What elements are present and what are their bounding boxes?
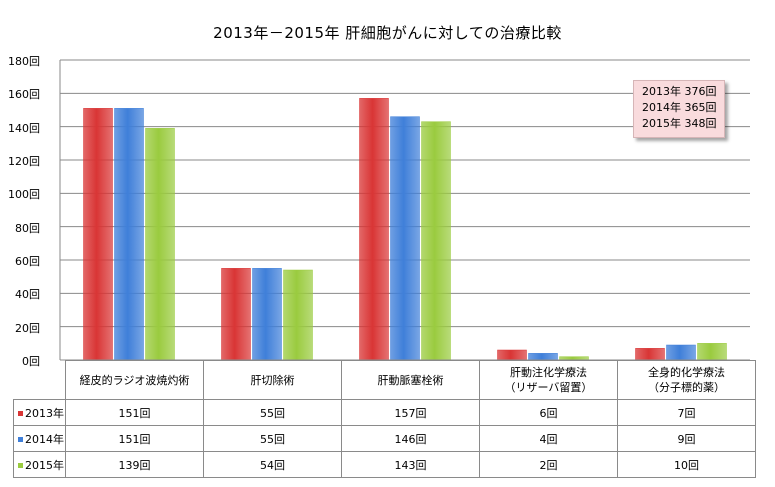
legend-label-2013: 2013年 [25, 406, 64, 420]
bar-2013年-1 [221, 268, 251, 361]
y-tick-label: 140回 [8, 121, 40, 135]
table-cell: 139回 [65, 451, 204, 478]
table-header-row: 経皮的ラジオ波焼灼術 肝切除術 肝動脈塞栓術 肝動注化学療法 （リザーバ留置） 全… [13, 360, 756, 400]
bar-2015年-1 [283, 269, 313, 361]
table-cell: 151回 [65, 399, 204, 426]
table-row: 2015年 139回 54回 143回 2回 10回 [13, 451, 756, 478]
annotation-2013: 2013年 376回 [642, 85, 717, 98]
table-row: 2013年 151回 55回 157回 6回 7回 [13, 399, 756, 426]
table-cell: 9回 [617, 425, 756, 452]
category-label: 肝切除術 [203, 360, 342, 400]
chart-title: 2013年－2015年 肝細胞がんに対しての治療比較 [213, 24, 562, 42]
bar-2014年-0 [114, 108, 144, 361]
bar-2014年-1 [252, 268, 282, 361]
legend-label-2015: 2015年 [25, 458, 64, 472]
y-tick-label: 180回 [8, 55, 40, 68]
table-cell: 2回 [479, 451, 618, 478]
table-cell: 146回 [341, 425, 480, 452]
bar-2013年-3 [497, 349, 527, 361]
y-tick-label: 100回 [8, 188, 40, 202]
table-cell: 6回 [479, 399, 618, 426]
table-cell: 7回 [617, 399, 756, 426]
category-label: 全身的化学療法 （分子標的薬） [617, 360, 756, 400]
table-cell: 54回 [203, 451, 342, 478]
y-tick-label: 60回 [15, 255, 40, 268]
annotation-2014: 2014年 365回 [642, 101, 717, 114]
bar-2014年-3 [528, 353, 558, 361]
bar-2014年-4 [666, 344, 696, 361]
category-label: 肝動脈塞栓術 [341, 360, 480, 400]
category-label: 肝動注化学療法 （リザーバ留置） [479, 360, 618, 400]
category-label: 経皮的ラジオ波焼灼術 [65, 360, 204, 400]
bar-2015年-2 [421, 121, 451, 361]
y-tick-label: 20回 [15, 321, 40, 335]
bar-2015年-4 [697, 343, 727, 361]
annotation-2015: 2015年 348回 [642, 117, 717, 130]
table-row: 2014年 151回 55回 146回 4回 9回 [13, 425, 756, 452]
table-cell: 10回 [617, 451, 756, 478]
bar-2013年-2 [359, 98, 389, 361]
table-cell: 55回 [203, 399, 342, 426]
bar-2013年-4 [635, 348, 665, 361]
data-table: 経皮的ラジオ波焼灼術 肝切除術 肝動脈塞栓術 肝動注化学療法 （リザーバ留置） 全… [13, 360, 756, 478]
legend-label-2014: 2014年 [25, 432, 64, 446]
bar-2013年-0 [83, 108, 113, 361]
table-cell: 157回 [341, 399, 480, 426]
y-tick-label: 160回 [8, 88, 40, 102]
totals-annotation: 2013年 376回 2014年 365回 2015年 348回 [633, 80, 725, 138]
bar-2015年-0 [145, 128, 175, 361]
y-tick-label: 120回 [8, 155, 40, 168]
bar-2014年-2 [390, 116, 420, 361]
y-tick-label: 40回 [15, 288, 40, 302]
table-cell: 143回 [341, 451, 480, 478]
table-cell: 4回 [479, 425, 618, 452]
table-corner [13, 360, 66, 400]
y-tick-label: 80回 [15, 221, 40, 235]
table-cell: 151回 [65, 425, 204, 452]
legend-key-2015 [18, 463, 23, 468]
legend-key-2014 [18, 437, 23, 442]
table-cell: 55回 [203, 425, 342, 452]
legend-key-2013 [18, 411, 23, 416]
